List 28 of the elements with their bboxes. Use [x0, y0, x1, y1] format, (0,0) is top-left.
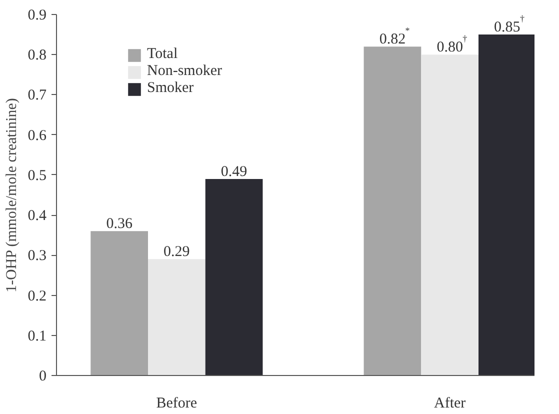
- y-tick-label: 0.8: [28, 48, 46, 64]
- bar: [148, 259, 206, 376]
- y-tick-label: 0.9: [28, 8, 46, 24]
- y-tick-label: 0.7: [28, 88, 47, 104]
- bar: [421, 54, 479, 376]
- data-label: 0.80†: [436, 34, 468, 56]
- bar: [205, 178, 263, 376]
- y-tick-label: 0.6: [28, 128, 47, 144]
- y-tick-label: 0.4: [28, 208, 47, 224]
- bar: [90, 231, 148, 376]
- y-tick-label: 0: [39, 368, 46, 384]
- x-tick-label: After: [434, 396, 466, 412]
- y-axis-title: 1-OHP (mmole/mole creatinine): [4, 98, 20, 292]
- y-tick-label: 0.1: [28, 328, 46, 344]
- y-tick-label: 0.5: [28, 168, 46, 184]
- bar: [364, 46, 422, 376]
- data-label: 0.85†: [494, 14, 525, 36]
- data-label: 0.49: [220, 164, 248, 180]
- legend-label: Smoker: [147, 80, 194, 97]
- data-label: 0.82*: [379, 26, 410, 48]
- data-label: 0.36: [106, 216, 133, 232]
- legend-label: Total: [147, 46, 178, 63]
- x-tick-label: Before: [156, 396, 198, 412]
- bar: [478, 34, 534, 376]
- data-label: 0.29: [164, 244, 190, 260]
- y-tick-label: 0.3: [28, 248, 46, 264]
- y-tick-label: 0.2: [28, 288, 46, 304]
- legend-label: Non-smoker: [147, 63, 222, 80]
